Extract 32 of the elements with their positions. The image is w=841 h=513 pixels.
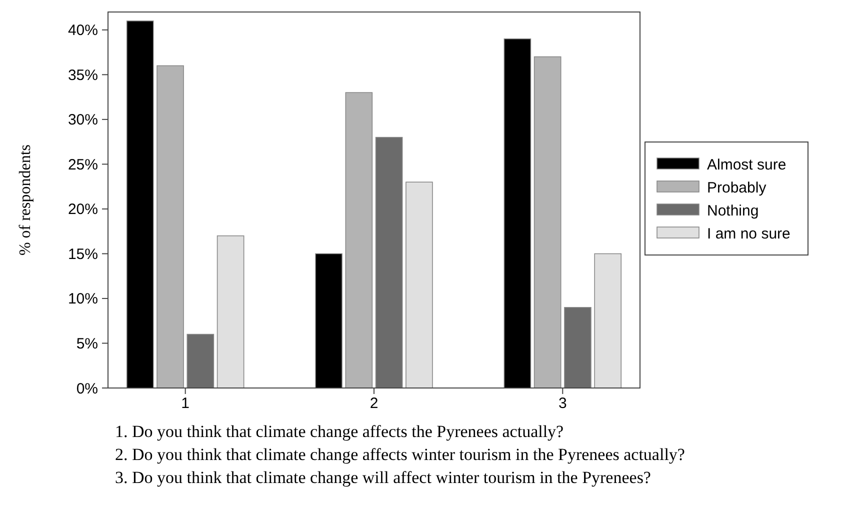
bar (126, 20, 154, 388)
text: 1. Do you think that climate change affects the Pyrenees actually? (115, 422, 564, 441)
legend-label: Almost sure (707, 156, 786, 174)
bar (216, 235, 244, 388)
bar (504, 38, 532, 388)
bar (564, 307, 592, 388)
legend-label: Nothing (707, 202, 759, 220)
x-tick-label: 3 (558, 395, 567, 412)
y-tick-label: 30% (68, 112, 98, 129)
y-tick-label: 5% (76, 335, 98, 352)
bar (534, 56, 562, 388)
text: 3. Do you think that climate change will affect winter tourism in the Pyrenees? (115, 468, 651, 487)
x-tick-label: 2 (370, 395, 378, 412)
text: 2. Do you think that climate change affects winter tourism in the Pyrenees actually? (115, 445, 685, 464)
bar (594, 253, 622, 388)
bar (406, 182, 433, 388)
x-tick-label: 1 (181, 395, 190, 412)
y-tick-label: 10% (68, 290, 98, 308)
legend-label: Probably (707, 179, 767, 196)
y-tick-label: 25% (68, 156, 98, 174)
y-tick-label: 35% (68, 66, 98, 84)
bar (156, 65, 184, 388)
y-axis-title: % of respondents (17, 144, 34, 256)
y-tick-label: 40% (68, 22, 98, 40)
bar (186, 334, 214, 388)
y-tick-label: 15% (68, 246, 98, 263)
y-tick-label: 0% (76, 380, 98, 398)
bar (345, 92, 373, 388)
y-tick-label: 20% (68, 201, 98, 218)
bar (375, 136, 403, 388)
legend-label: I am no sure (707, 225, 790, 242)
bar (315, 253, 342, 388)
